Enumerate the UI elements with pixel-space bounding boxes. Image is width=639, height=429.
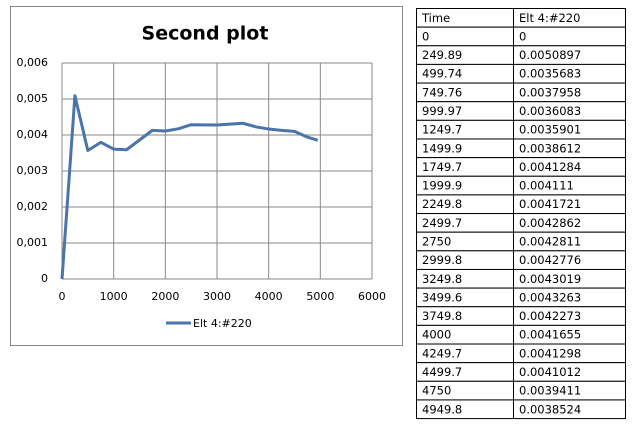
table-cell: 0.0035901 xyxy=(519,123,581,137)
table-cell: 0.0042811 xyxy=(519,235,581,249)
table-row xyxy=(416,399,626,420)
y-tick-label: 0,004 xyxy=(17,128,49,141)
table-cell: 0.0038612 xyxy=(519,141,581,155)
table-cell: 0.0035683 xyxy=(519,67,581,81)
table-cell: 1499.9 xyxy=(422,141,462,155)
table-cell: 0.004111 xyxy=(519,179,574,193)
y-tick-label: 0,006 xyxy=(17,56,49,69)
table-cell: 0.0041012 xyxy=(519,365,581,379)
table-cell: 2999.8 xyxy=(422,253,462,267)
table-cell: 0.0050897 xyxy=(519,48,581,62)
table-cell: 0.0038524 xyxy=(519,402,581,416)
table-cell: 999.97 xyxy=(422,104,462,118)
data-line xyxy=(60,94,319,280)
table-cell: 0 xyxy=(422,29,429,43)
table-cell: 0.0042273 xyxy=(519,309,581,323)
table-cell: 0.0041721 xyxy=(519,197,581,211)
table-cell: 0 xyxy=(519,29,526,43)
table-cell: 0.0043263 xyxy=(519,290,581,304)
y-tick-label: 0,003 xyxy=(17,164,49,177)
y-tick-label: 0,002 xyxy=(17,200,49,213)
table-cell: 0.0042776 xyxy=(519,253,581,267)
table-cell: 749.76 xyxy=(422,85,462,99)
table-cell: 0.0042862 xyxy=(519,216,581,230)
y-tick-label: 0,001 xyxy=(17,236,49,249)
table-cell: 0.0041284 xyxy=(519,160,581,174)
table-header-cell: Time xyxy=(421,11,450,25)
table-cell: 4949.8 xyxy=(422,402,462,416)
table-cell: 4000 xyxy=(422,328,451,342)
table-header-cell: Elt 4:#220 xyxy=(519,11,580,25)
table-cell: 0.0043019 xyxy=(519,272,581,286)
x-tick-label: 2000 xyxy=(151,290,179,303)
x-tick-label: 5000 xyxy=(306,290,334,303)
x-tick-label: 3000 xyxy=(203,290,231,303)
table-cell: 0.0041298 xyxy=(519,346,581,360)
table-cell: 1249.7 xyxy=(422,123,462,137)
table-cell: 0.0041655 xyxy=(519,328,581,342)
x-tick-label: 0 xyxy=(59,290,66,303)
x-tick-label: 1000 xyxy=(100,290,128,303)
table-cell: 2750 xyxy=(422,235,451,249)
table-cell: 249.89 xyxy=(422,48,462,62)
legend-label: Elt 4:#220 xyxy=(193,317,252,330)
table-cell: 499.74 xyxy=(422,67,462,81)
table-cell: 3249.8 xyxy=(422,272,462,286)
x-tick-label: 4000 xyxy=(255,290,283,303)
table-cell: 0.0039411 xyxy=(519,384,581,398)
table-cell: 0.0037958 xyxy=(519,85,581,99)
table-cell: 3749.8 xyxy=(422,309,462,323)
table-cell: 2249.8 xyxy=(422,197,462,211)
table-cell: 1749.7 xyxy=(422,160,462,174)
y-tick-label: 0,005 xyxy=(17,92,49,105)
table-cell: 1999.9 xyxy=(422,179,462,193)
table-cell: 2499.7 xyxy=(422,216,462,230)
x-tick-label: 6000 xyxy=(358,290,386,303)
table-cell: 0.0036083 xyxy=(519,104,581,118)
table-cell: 4750 xyxy=(422,384,451,398)
table-cell: 4499.7 xyxy=(422,365,462,379)
y-tick-label: 0 xyxy=(41,272,48,285)
table-cell: 3499.6 xyxy=(422,290,462,304)
table-cell: 4249.7 xyxy=(422,346,462,360)
chart-title: Second plot xyxy=(142,23,269,45)
